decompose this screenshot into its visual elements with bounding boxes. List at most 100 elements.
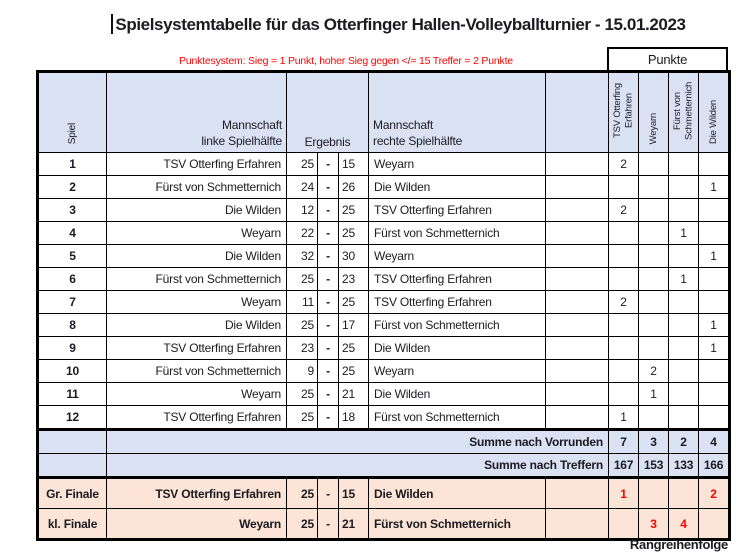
- game-number-cell: 8: [38, 313, 107, 337]
- right-team-cell: Fürst von Schmetternich: [368, 508, 547, 539]
- points-cell: [638, 198, 670, 222]
- points-cell: [608, 267, 640, 291]
- spacer-cell: [545, 476, 610, 509]
- right-team-cell: TSV Otterfing Erfahren: [368, 198, 547, 222]
- points-cell: [638, 244, 670, 268]
- score-right-cell: 15: [337, 152, 370, 176]
- points-cell: 1: [698, 336, 730, 360]
- points-cell: [698, 359, 730, 383]
- punkte-header-box: Punkte: [607, 47, 728, 72]
- points-column-header: Fürst von Schmetternich: [668, 72, 700, 153]
- games-body: 1 TSV Otterfing Erfahren 25-15 Weyarn 2 2 Fürs…: [38, 152, 730, 430]
- score-dash-cell: -: [317, 152, 339, 176]
- points-cell: [668, 336, 700, 360]
- game-number-cell: 6: [38, 267, 107, 291]
- points-cell: 1: [668, 267, 700, 291]
- left-team-cell: Fürst von Schmetternich: [106, 175, 287, 199]
- score-right-cell: 25: [337, 221, 370, 245]
- score-left-cell: 25: [286, 152, 318, 176]
- game-row: 2 Fürst von Schmetternich 24-26 Die Wilden 1: [38, 175, 730, 199]
- spiel-column-header: Spiel: [38, 72, 107, 153]
- game-number-cell: 10: [38, 359, 107, 383]
- right-team-cell: Fürst von Schmetternich: [368, 405, 547, 430]
- rank-cell: [698, 508, 730, 539]
- final-label-cell: Gr. Finale: [38, 476, 107, 509]
- spacer-cell: [545, 508, 610, 539]
- spacer-cell: [545, 267, 610, 291]
- score-dash-cell: -: [317, 290, 339, 314]
- game-number-cell: 11: [38, 382, 107, 406]
- game-row: 8 Die Wilden 25-17 Fürst von Schmetternich 1: [38, 313, 730, 337]
- game-row: 5 Die Wilden 32-30 Weyarn 1: [38, 244, 730, 268]
- right-team-column-header: Mannschaft rechte Spielhälfte: [368, 72, 547, 153]
- game-row: 12 TSV Otterfing Erfahren 25-18 Fürst von S…: [38, 405, 730, 430]
- spacer-cell: [545, 313, 610, 337]
- points-column-header: TSV Otterfing Erfahren: [608, 72, 640, 153]
- score-right-cell: 25: [337, 290, 370, 314]
- summary-body: Summe nach Vorrunden 7 3 2 4 Summe nach Treff…: [38, 428, 730, 478]
- left-team-cell: Die Wilden: [106, 244, 287, 268]
- score-right-cell: 21: [337, 508, 370, 539]
- left-team-cell: Die Wilden: [106, 198, 287, 222]
- game-row: 1 TSV Otterfing Erfahren 25-15 Weyarn 2: [38, 152, 730, 176]
- page-title: Spielsystemtabelle für das Otterfinger H…: [0, 14, 753, 35]
- rank-cell: 1: [608, 476, 640, 509]
- points-column-header-label: Die Wilden: [707, 100, 719, 144]
- left-team-cell: Weyarn: [106, 382, 287, 406]
- game-row: 11 Weyarn 25-21 Die Wilden 1: [38, 382, 730, 406]
- game-row: 7 Weyarn 11-25 TSV Otterfing Erfahren 2: [38, 290, 730, 314]
- page-title-text: Spielsystemtabelle für das Otterfinger H…: [115, 15, 686, 34]
- left-team-cell: Weyarn: [106, 221, 287, 245]
- points-cell: 1: [698, 175, 730, 199]
- points-cell: [698, 382, 730, 406]
- spacer-cell: [545, 290, 610, 314]
- score-right-cell: 25: [337, 359, 370, 383]
- points-cell: [668, 198, 700, 222]
- table-header-row: Spiel Mannschaft linke Spielhälfte Ergeb…: [38, 72, 730, 153]
- score-dash-cell: -: [317, 508, 339, 539]
- score-right-cell: 23: [337, 267, 370, 291]
- score-right-cell: 25: [337, 336, 370, 360]
- score-left-cell: 25: [286, 267, 318, 291]
- points-cell: 1: [698, 244, 730, 268]
- rank-cell: [668, 476, 700, 509]
- points-cell: [608, 359, 640, 383]
- game-row: 4 Weyarn 22-25 Fürst von Schmetternich 1: [38, 221, 730, 245]
- score-dash-cell: -: [317, 359, 339, 383]
- finals-body: Gr. Finale TSV Otterfing Erfahren 25-15 Die…: [38, 476, 730, 539]
- points-column-header-label: TSV Otterfing Erfahren: [612, 83, 635, 139]
- left-team-cell: Weyarn: [106, 508, 287, 539]
- score-left-cell: 22: [286, 221, 318, 245]
- points-cell: [668, 313, 700, 337]
- score-left-cell: 32: [286, 244, 318, 268]
- score-right-cell: 25: [337, 198, 370, 222]
- spacer-cell: [545, 152, 610, 176]
- left-team-cell: Fürst von Schmetternich: [106, 359, 287, 383]
- rank-cell: [608, 508, 640, 539]
- score-dash-cell: -: [317, 175, 339, 199]
- score-dash-cell: -: [317, 405, 339, 430]
- points-cell: [668, 290, 700, 314]
- left-team-column-header: Mannschaft linke Spielhälfte: [106, 72, 287, 153]
- score-left-cell: 25: [286, 382, 318, 406]
- points-column-header-label: Fürst von Schmetternich: [672, 81, 695, 141]
- points-cell: [668, 244, 700, 268]
- rank-cell: 2: [698, 476, 730, 509]
- points-cell: [638, 152, 670, 176]
- game-row: 3 Die Wilden 12-25 TSV Otterfing Erfahren 2: [38, 198, 730, 222]
- game-row: 9 TSV Otterfing Erfahren 23-25 Die Wilden 1: [38, 336, 730, 360]
- points-cell: [608, 313, 640, 337]
- game-number-cell: 5: [38, 244, 107, 268]
- points-cell: [608, 221, 640, 245]
- game-row: 10 Fürst von Schmetternich 9-25 Weyarn 2: [38, 359, 730, 383]
- points-cell: [668, 152, 700, 176]
- spacer-cell: [545, 405, 610, 430]
- rank-order-label: Rangreihenfolge: [629, 537, 728, 552]
- summary-label-cell: Summe nach Treffern: [105, 453, 610, 478]
- score-dash-cell: -: [317, 336, 339, 360]
- points-cell: [638, 221, 670, 245]
- summary-row: Summe nach Treffern 167 153 133 166: [38, 453, 730, 478]
- points-cell: [698, 221, 730, 245]
- tournament-table: Spiel Mannschaft linke Spielhälfte Ergeb…: [36, 70, 732, 541]
- points-cell: [698, 405, 730, 430]
